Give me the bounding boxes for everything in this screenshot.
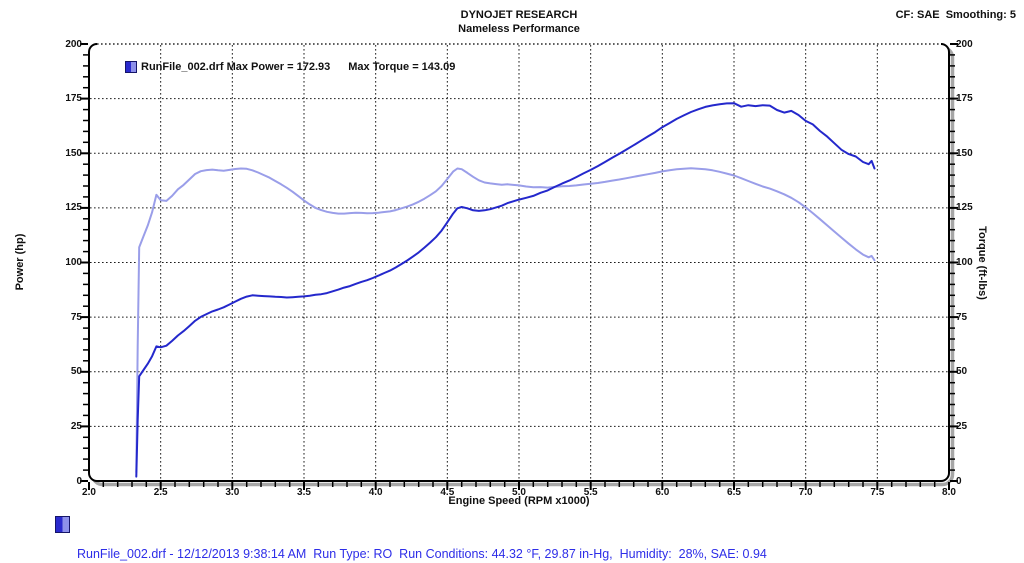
run-color-swatch-icon xyxy=(55,516,70,533)
run-info-line1: RunFile_002.drf - 12/12/2013 9:38:14 AM … xyxy=(77,547,767,561)
y-right-tick-label: 125 xyxy=(956,202,973,214)
y-left-tick-label: 175 xyxy=(65,93,82,105)
y-right-tick-label: 100 xyxy=(956,257,973,268)
y-right-tick-label: 175 xyxy=(956,93,973,105)
run-color-swatch-icon xyxy=(125,61,137,73)
y-right-tick-label: 25 xyxy=(956,420,968,432)
report-subtitle: Nameless Performance xyxy=(458,23,580,35)
x-tick-label: 6.5 xyxy=(727,487,741,498)
report-title: DYNOJET RESEARCH xyxy=(460,9,578,21)
y-left-tick-label: 125 xyxy=(65,202,82,214)
x-tick-label: 4.0 xyxy=(368,487,383,498)
correction-factor-label: CF: SAE Smoothing: 5 xyxy=(895,9,1016,21)
x-tick-label: 3.5 xyxy=(297,487,311,498)
y-left-tick-label: 100 xyxy=(65,257,82,268)
y-left-tick-label: 50 xyxy=(70,366,82,378)
y-right-tick-label: 50 xyxy=(956,366,968,378)
legend-max-torque: Max Torque = 143.09 xyxy=(348,61,456,73)
x-tick-label: 7.0 xyxy=(798,487,813,498)
y-left-tick-label: 25 xyxy=(70,420,82,432)
run-info-footer: RunFile_002.drf - 12/12/2013 9:38:14 AM … xyxy=(55,514,767,563)
y-right-tick-label: 150 xyxy=(956,147,973,159)
x-tick-label: 5.0 xyxy=(512,487,526,498)
x-tick-label: 3.0 xyxy=(225,487,240,498)
y-left-tick-label: 200 xyxy=(65,38,82,50)
x-tick-label: 2.0 xyxy=(82,487,96,498)
x-tick-label: 4.5 xyxy=(440,487,455,498)
y-left-tick-label: 150 xyxy=(65,147,82,159)
legend-max-power: Max Power = 172.93 xyxy=(223,61,331,73)
legend-file-name: RunFile_002.drf xyxy=(141,61,224,73)
x-tick-label: 7.5 xyxy=(870,487,885,498)
chart-legend: RunFile_002.drf Max Power = 172.93 Max T… xyxy=(125,61,455,73)
y-left-tick-label: 0 xyxy=(76,475,82,487)
x-tick-label: 2.5 xyxy=(153,487,168,498)
x-tick-label: 8.0 xyxy=(942,487,956,498)
x-tick-label: 6.0 xyxy=(655,487,670,498)
y-right-tick-label: 75 xyxy=(956,311,968,323)
y-right-tick-label: 200 xyxy=(956,38,973,50)
y-axis-title-power: Power (hp) xyxy=(14,233,26,291)
y-left-tick-label: 75 xyxy=(70,311,82,323)
x-axis-title: Engine Speed (RPM x1000) xyxy=(448,495,590,507)
x-tick-label: 5.5 xyxy=(583,487,598,498)
y-right-tick-label: 0 xyxy=(956,475,962,487)
